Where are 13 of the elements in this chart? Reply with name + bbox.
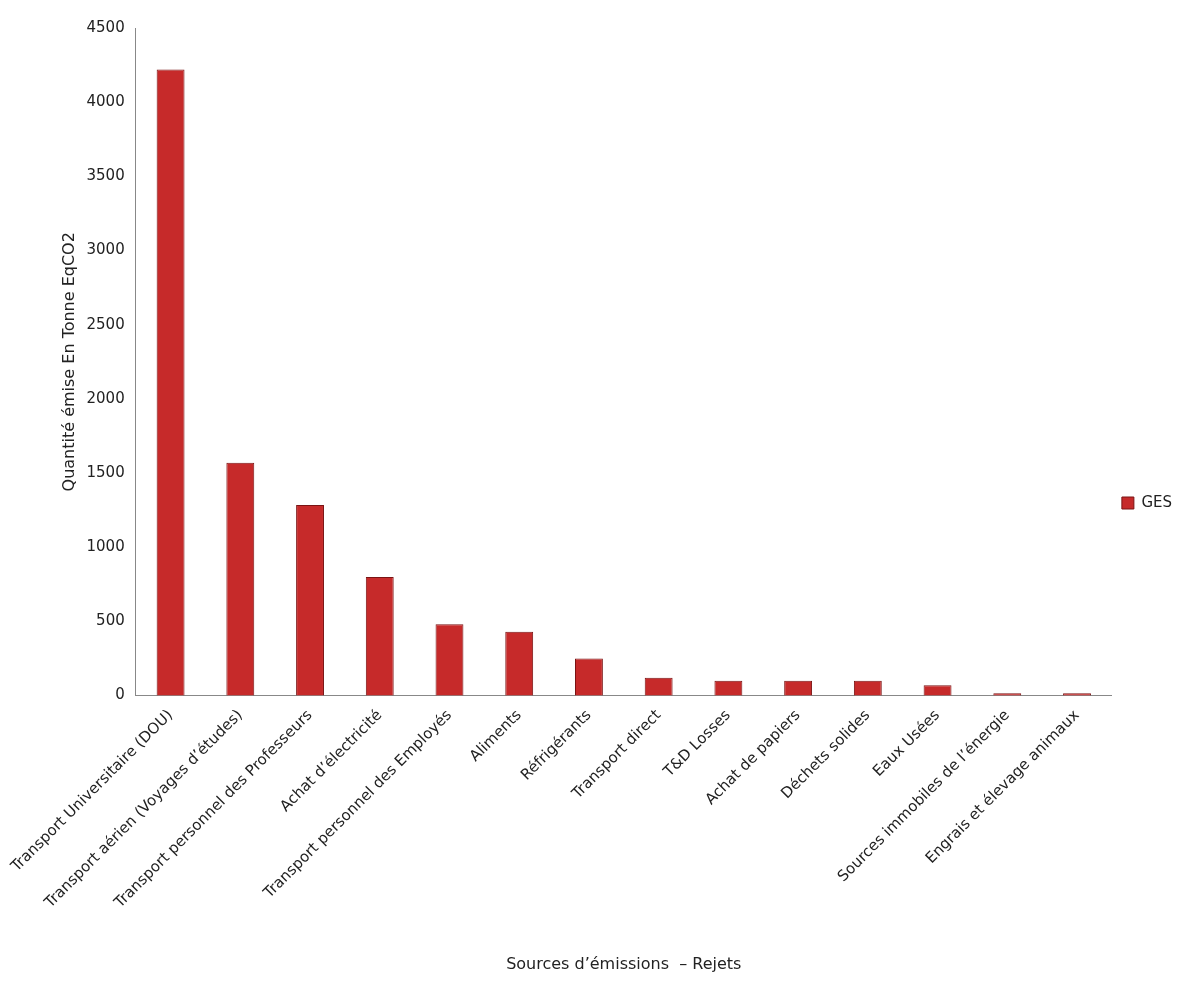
- y-tick-label: 3000: [86, 240, 125, 259]
- x-axis-title: Sources d’émissions – Rejets: [506, 953, 742, 973]
- y-tick-label: 4000: [86, 92, 125, 111]
- y-tick-label: 1500: [86, 462, 125, 481]
- legend-label: GES: [1141, 492, 1172, 511]
- y-tick-label: 3500: [86, 166, 125, 185]
- y-axis-title: Quantité émise En Tonne EqCO2: [59, 232, 79, 492]
- y-tick-label: 2500: [86, 314, 125, 333]
- y-tick-label: 2000: [86, 388, 125, 407]
- y-tick-label: 1000: [86, 537, 125, 556]
- y-tick-label: 0: [115, 685, 125, 704]
- y-tick-label: 500: [96, 611, 125, 630]
- y-tick-label: 4500: [86, 17, 125, 36]
